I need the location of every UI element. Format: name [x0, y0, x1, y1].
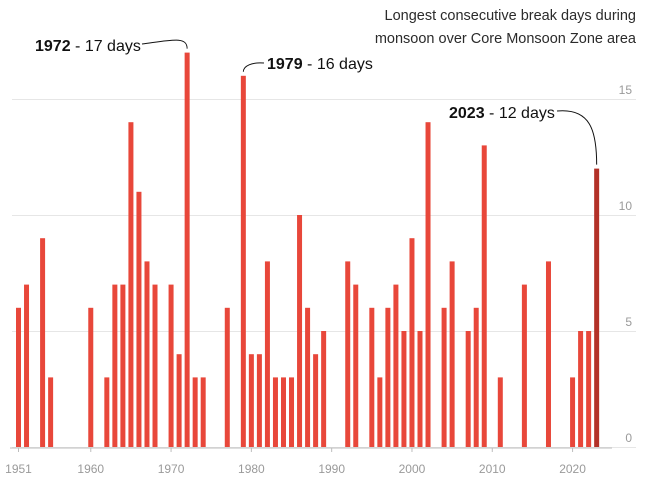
bar-1982: [264, 261, 270, 447]
bar-1965: [128, 122, 134, 447]
annotation-connector-1972: [141, 39, 188, 49]
x-tick-label-1980: 1980: [238, 462, 265, 476]
bar-1974: [200, 377, 206, 447]
bar-1981: [256, 354, 262, 447]
bar-1966: [136, 191, 142, 447]
bar-1954: [40, 238, 46, 447]
x-tick-label-2020: 2020: [559, 462, 586, 476]
bar-1992: [345, 261, 351, 447]
bar-1998: [393, 284, 399, 447]
bar-1980: [248, 354, 254, 447]
annotation-days-2023: - 12 days: [485, 105, 555, 122]
y-tick-label-0: 0: [625, 431, 632, 445]
y-tick-label-10: 10: [619, 199, 633, 213]
bar-2005: [449, 261, 455, 447]
bar-1987: [305, 307, 311, 447]
y-axis-ticks: 0 5 10 15: [619, 83, 633, 445]
x-tick-label-1960: 1960: [77, 462, 104, 476]
bar-2008: [473, 307, 479, 447]
bar-2000: [409, 238, 415, 447]
annotation-year-1979: 1979: [267, 56, 303, 73]
bar-2011: [497, 377, 503, 447]
annotations-group: 1972 - 17 days 1979 - 16 days 2023 - 12 da…: [35, 38, 598, 165]
bar-1964: [120, 284, 126, 447]
bar-2009: [481, 145, 487, 447]
bar-2001: [417, 331, 423, 447]
bar-1977: [224, 307, 230, 447]
annotation-1972: 1972 - 17 days: [35, 38, 141, 55]
bar-2014: [521, 284, 527, 447]
annotation-days-1979: - 16 days: [303, 56, 373, 73]
y-tick-label-5: 5: [625, 315, 632, 329]
annotation-connector-2023: [556, 110, 598, 165]
bar-1951: [16, 307, 21, 447]
chart-title-line-1: Longest consecutive break days during: [385, 8, 637, 24]
bar-1985: [289, 377, 295, 447]
bar-1996: [377, 377, 383, 447]
bar-1995: [369, 307, 375, 447]
bar-2004: [441, 307, 447, 447]
bar-2021: [578, 331, 584, 447]
bar-1989: [321, 331, 327, 447]
bar-2022: [586, 331, 592, 447]
bar-1968: [152, 284, 158, 447]
bar-1970: [168, 284, 174, 447]
bar-2002: [425, 122, 431, 447]
bar-1988: [313, 354, 319, 447]
bar-2007: [465, 331, 471, 447]
annotation-connector-1979: [242, 62, 265, 72]
bar-1997: [385, 307, 391, 447]
x-tick-label-2000: 2000: [399, 462, 426, 476]
bar-2020: [570, 377, 576, 447]
bars-group: [16, 52, 600, 448]
y-tick-label-15: 15: [619, 83, 633, 97]
bar-1962: [104, 377, 110, 447]
bar-1986: [297, 215, 303, 447]
bar-1999: [401, 331, 407, 447]
annotation-2023: 2023 - 12 days: [449, 105, 555, 122]
x-tick-label-1990: 1990: [318, 462, 345, 476]
chart-title-line-2: monsoon over Core Monsoon Zone area: [375, 31, 637, 47]
bar-1967: [144, 261, 150, 447]
x-tick-label-1951: 1951: [5, 462, 32, 476]
bar-1963: [112, 284, 118, 447]
bar-2017: [545, 261, 551, 447]
bar-1993: [353, 284, 359, 447]
annotation-year-2023: 2023: [449, 105, 485, 122]
annotation-days-1972: - 17 days: [71, 38, 141, 55]
bar-1955: [48, 377, 54, 447]
x-tick-label-1970: 1970: [158, 462, 185, 476]
bar-2023: [594, 168, 600, 447]
bar-1983: [272, 377, 278, 447]
bar-1973: [192, 377, 198, 447]
bar-1960: [88, 307, 94, 447]
bar-1979: [240, 75, 246, 448]
bar-1984: [280, 377, 286, 447]
bar-1972: [184, 52, 190, 447]
bar-1952: [24, 284, 30, 447]
x-tick-label-2010: 2010: [479, 462, 506, 476]
bar-1971: [176, 354, 182, 447]
annotation-year-1972: 1972: [35, 38, 71, 55]
x-axis-ticks: 1951 1960 1970 1980 1990 2000 2010 2020: [5, 447, 612, 476]
annotation-1979: 1979 - 16 days: [267, 56, 373, 73]
